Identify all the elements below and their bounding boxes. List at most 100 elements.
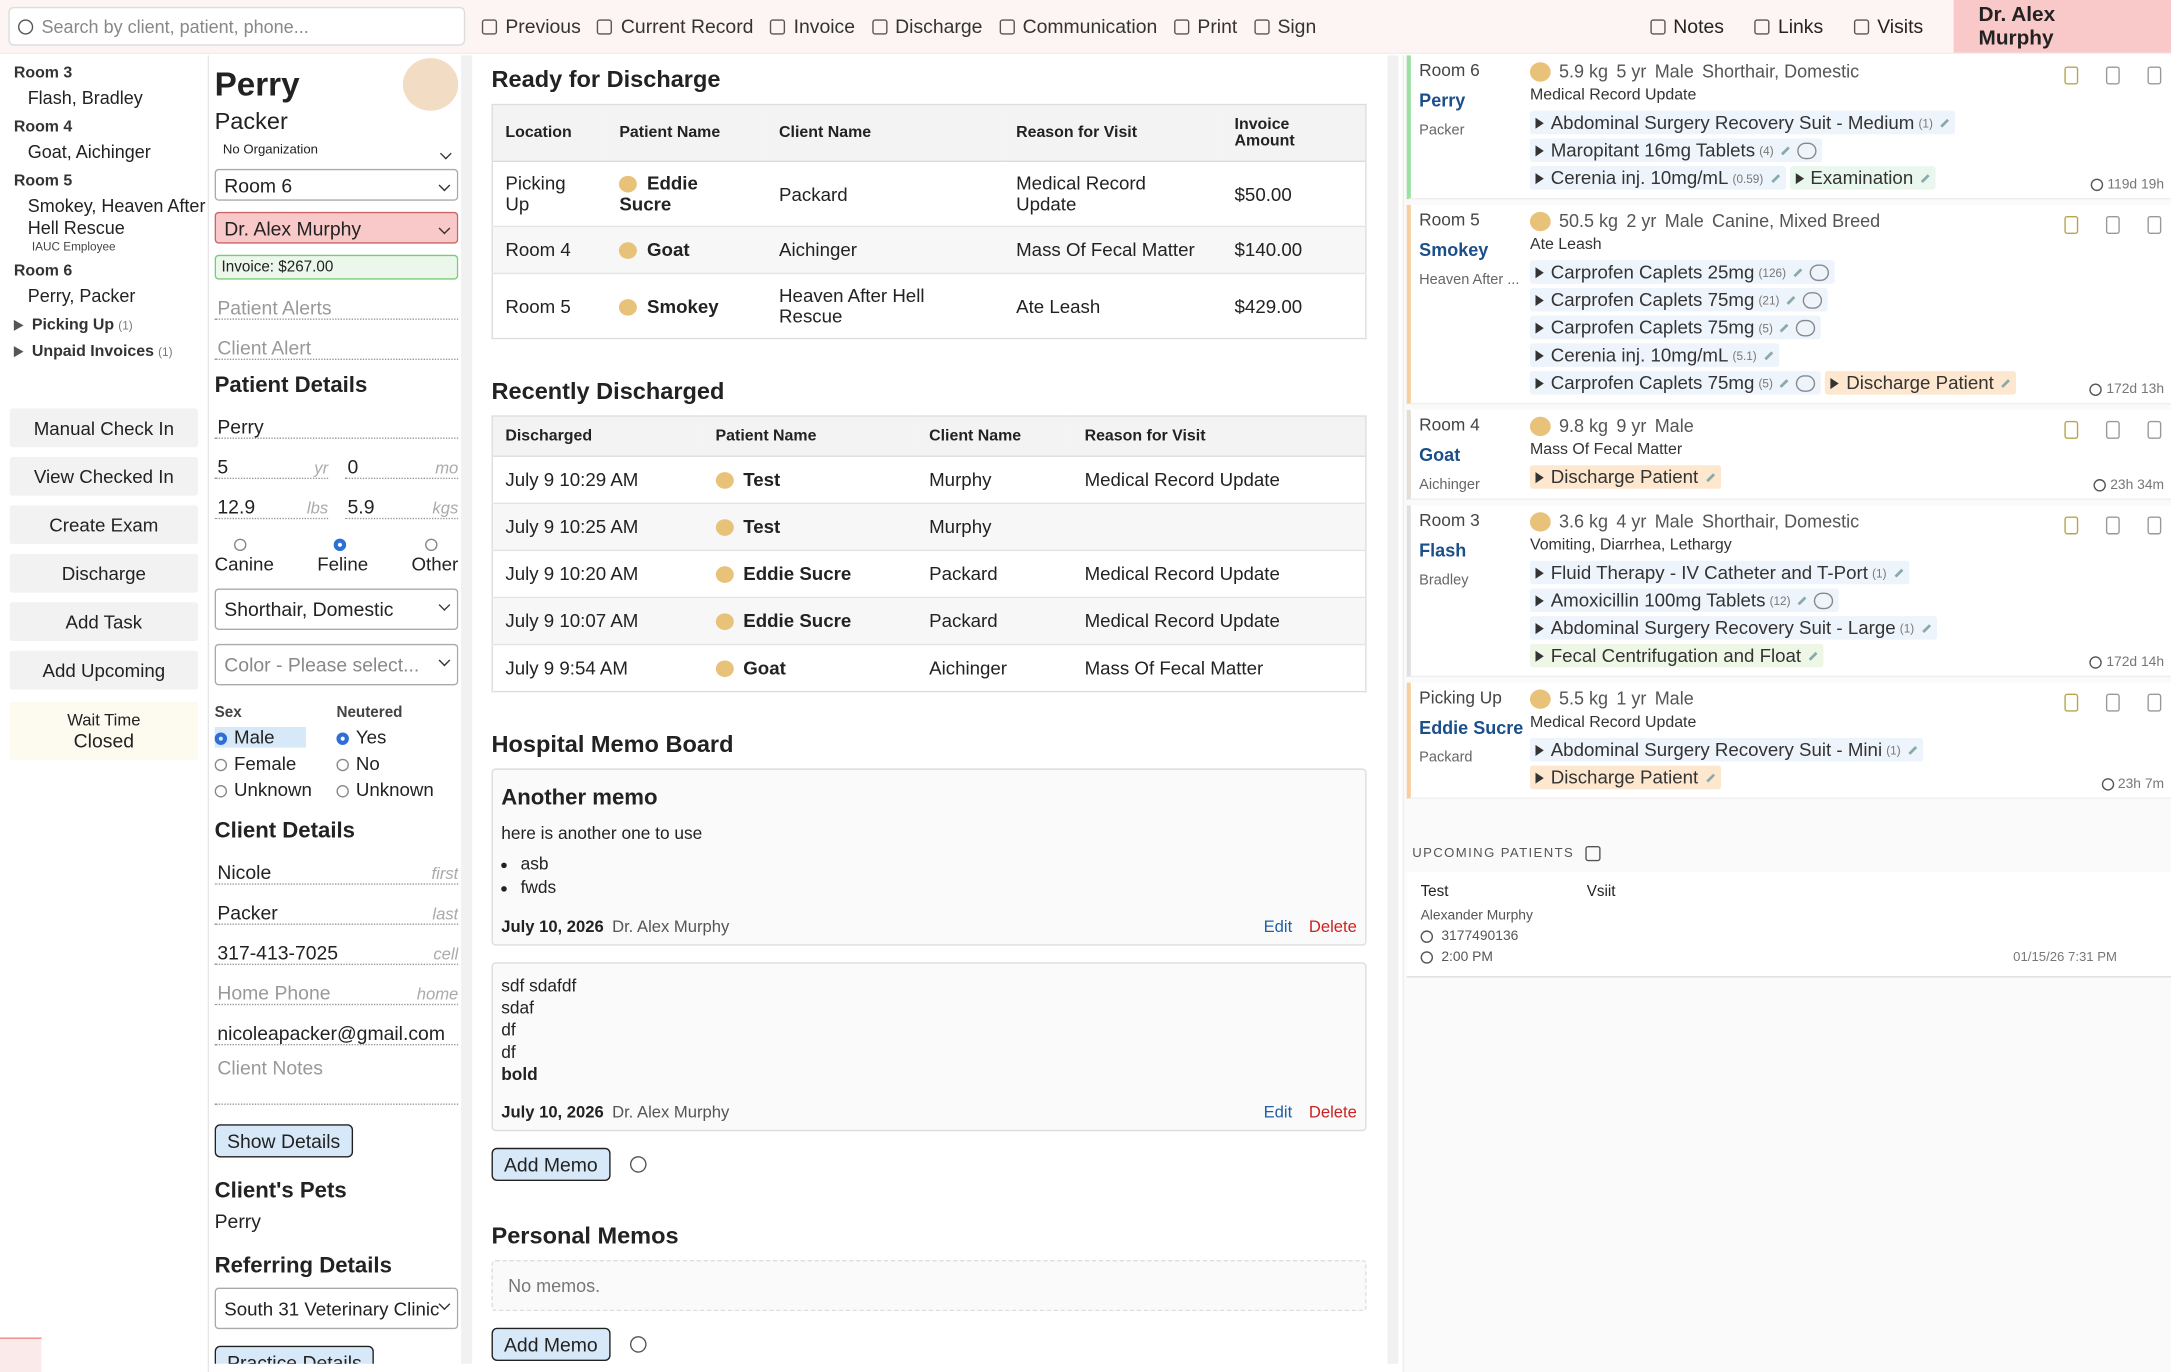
table-row[interactable]: July 9 10:20 AM Eddie Sucre Packard Medical… [492,549,1366,598]
toolbar-button[interactable]: Discharge [871,15,983,38]
sex-option[interactable]: Female [214,753,337,774]
toolbar-button[interactable]: Invoice [770,15,855,37]
age-months[interactable]: 0 mo [344,447,459,480]
client-notes[interactable]: Client Notes [214,1051,459,1105]
species-option[interactable]: Canine [215,533,274,575]
item-pill[interactable]: Carprofen Caplets 75mg (5) [1529,371,1822,395]
practice-details[interactable]: Practice Details [214,1345,375,1364]
action-button[interactable]: View Checked In [9,456,198,496]
group-toggle[interactable]: Picking Up (1) [13,317,208,334]
toolbar-button[interactable]: Communication [999,15,1157,37]
color-select[interactable]: Color - Please select... [214,643,459,686]
referring-select[interactable]: South 31 Veterinary Clinic [214,1287,459,1330]
visit-card[interactable]: Room 4 Goat Aichinger 9.8 kg 9 yr Male Mass Of… [1406,409,2171,500]
icon [1173,18,1190,34]
weight-kgs[interactable]: 5.9 kgs [344,487,459,520]
toolbar-link[interactable]: Visits [1853,15,1923,37]
client-last[interactable]: Packer last [214,893,459,925]
home-phone[interactable]: Home Phone home [214,973,459,1006]
pet-name[interactable]: Perry [214,1210,261,1233]
item-pill[interactable]: Abdominal Surgery Recovery Suit - Large(… [1529,616,1937,640]
item-pill[interactable]: Cerenia inj. 10mg/mL (5.1) [1529,343,1779,367]
delete-link[interactable]: Delete [1308,916,1357,936]
add-memo[interactable]: Add Memo [491,1147,611,1182]
table-row[interactable]: July 9 10:29 AM Test Murphy Medical Record … [492,455,1366,504]
upcoming-entry[interactable]: Test Vsiit Alexander Murphy 3177490136 2:00 … [1406,872,2171,978]
show-details[interactable]: Show Details [214,1124,353,1158]
visit-card[interactable]: Room 5 Smokey Heaven After ... 50.5 kg 2 yr M… [1406,204,2171,405]
toolbar-link[interactable]: Notes [1649,15,1724,37]
species-option[interactable]: Other [412,533,458,575]
sex-option[interactable]: Unknown [214,780,337,800]
item-pill[interactable]: Abdominal Surgery Recovery Suit - Medium… [1529,110,1956,135]
room-patients[interactable]: Goat, Aichinger [27,141,151,162]
weight-lbs[interactable]: 12.9 lbs [214,487,329,520]
add-memo[interactable]: Add Memo [491,1327,611,1362]
visit-card[interactable]: Picking Up Eddie Sucre Packard 5.5 kg 1 yr Ma… [1406,682,2171,799]
action-button[interactable]: Discharge [9,553,198,593]
item-pill[interactable]: Discharge Patient [1529,465,1721,489]
invoice-badge[interactable]: Invoice: $267.00 [214,254,459,280]
patient-name[interactable]: Perry [214,407,459,439]
organization-select[interactable]: No Organization [215,138,459,160]
user-menu[interactable]: Dr. Alex Murphy [1953,0,2171,53]
search-box[interactable]: Search by client, patient, phone... [8,6,466,46]
table-row[interactable]: Room 4 Goat Aichinger Mass Of Fecal Matter $… [492,225,1366,274]
sex-option[interactable]: Male [214,726,306,748]
item-pill[interactable]: Discharge Patient [1529,765,1721,790]
delete-link[interactable]: Delete [1308,1102,1357,1122]
action-button[interactable]: Create Exam [9,505,198,545]
visit-card[interactable]: Room 6 Perry Packer 5.9 kg 5 yr Male Shorthair… [1406,55,2171,200]
item-pill[interactable]: Carprofen Caplets 75mg (5) [1529,315,1822,340]
edit-link[interactable]: Edit [1263,916,1293,936]
toolbar-button[interactable]: Previous [481,15,581,37]
item-pill[interactable]: Discharge Patient [1825,371,2016,395]
action-button[interactable]: Manual Check In [9,408,198,448]
table-row[interactable]: July 9 10:25 AM Test Murphy [492,502,1366,551]
group-toggle[interactable]: Unpaid Invoices (1) [13,343,208,360]
item-pill[interactable]: Maropitant 16mg Tablets (4) [1529,138,1823,162]
table-row[interactable]: July 9 9:54 AM Goat Aichinger Mass Of Fecal… [492,643,1366,692]
icon [1754,18,1770,34]
toolbar-button[interactable]: Print [1173,15,1237,37]
action-button[interactable]: Add Upcoming [9,650,198,690]
item-pill[interactable]: Examination [1789,166,1936,190]
table: Location Patient Name Client Name Reason fo… [491,103,1367,340]
table-row[interactable]: Picking Up Eddie Sucre Packard Medical Reco… [492,160,1366,227]
client-email[interactable]: nicoleapacker@gmail.com [214,1014,459,1046]
client-phone[interactable]: 317-413-7025 cell [214,933,459,966]
neutered-option[interactable]: Yes [336,727,458,748]
icon [597,18,613,34]
toolbar-button[interactable]: Current Record [597,15,753,37]
room-patients[interactable]: Perry, Packer [27,285,136,306]
breed-select[interactable]: Shorthair, Domestic [214,588,459,630]
toolbar-link[interactable]: Links [1754,15,1823,37]
neutered-option[interactable]: No [336,753,458,774]
doctor-select[interactable]: Dr. Alex Murphy [214,211,459,244]
item-pill[interactable]: Fecal Centrifugation and Float [1529,643,1824,668]
table-row[interactable]: Room 5 Smokey Heaven After Hell Rescue Ate … [492,272,1366,339]
item-pill[interactable]: Carprofen Caplets 25mg (126) [1529,260,1835,284]
edit-link[interactable]: Edit [1263,1102,1293,1122]
species-option[interactable]: Feline [317,533,368,575]
table-row[interactable]: July 9 10:07 AM Eddie Sucre Packard Medical… [492,596,1366,645]
room-patients[interactable]: Flash, Bradley [27,87,143,108]
item-pill[interactable]: Carprofen Caplets 75mg (21) [1529,287,1828,312]
room-patients[interactable]: Smokey, Heaven After Hell Rescue [27,195,206,239]
age-years[interactable]: 5 yr [214,447,329,480]
patient-alerts[interactable]: Patient Alerts [214,288,459,320]
item-pill[interactable]: Fluid Therapy - IV Catheter and T-Port (1… [1529,560,1909,585]
client-first[interactable]: Nicole first [214,853,459,885]
neutered-option[interactable]: Unknown [336,780,458,800]
item-pill[interactable]: Abdominal Surgery Recovery Suit - Mini (1… [1529,737,1923,762]
visit-card[interactable]: Room 3 Flash Bradley 3.6 kg 4 yr Male Shorthai… [1406,505,2171,678]
item-pill[interactable]: Cerenia inj. 10mg/mL (0.59) [1529,166,1786,190]
item-pill[interactable]: Amoxicillin 100mg Tablets (12) [1529,588,1839,612]
client-alert[interactable]: Client Alert [214,328,459,360]
species-label: Feline [317,553,369,575]
toolbar-button[interactable]: Sign [1253,15,1316,37]
button-label: Discharge [895,15,983,38]
action-button[interactable]: Add Task [9,602,198,642]
clock-icon [2090,178,2104,192]
room-select[interactable]: Room 6 [214,168,459,201]
